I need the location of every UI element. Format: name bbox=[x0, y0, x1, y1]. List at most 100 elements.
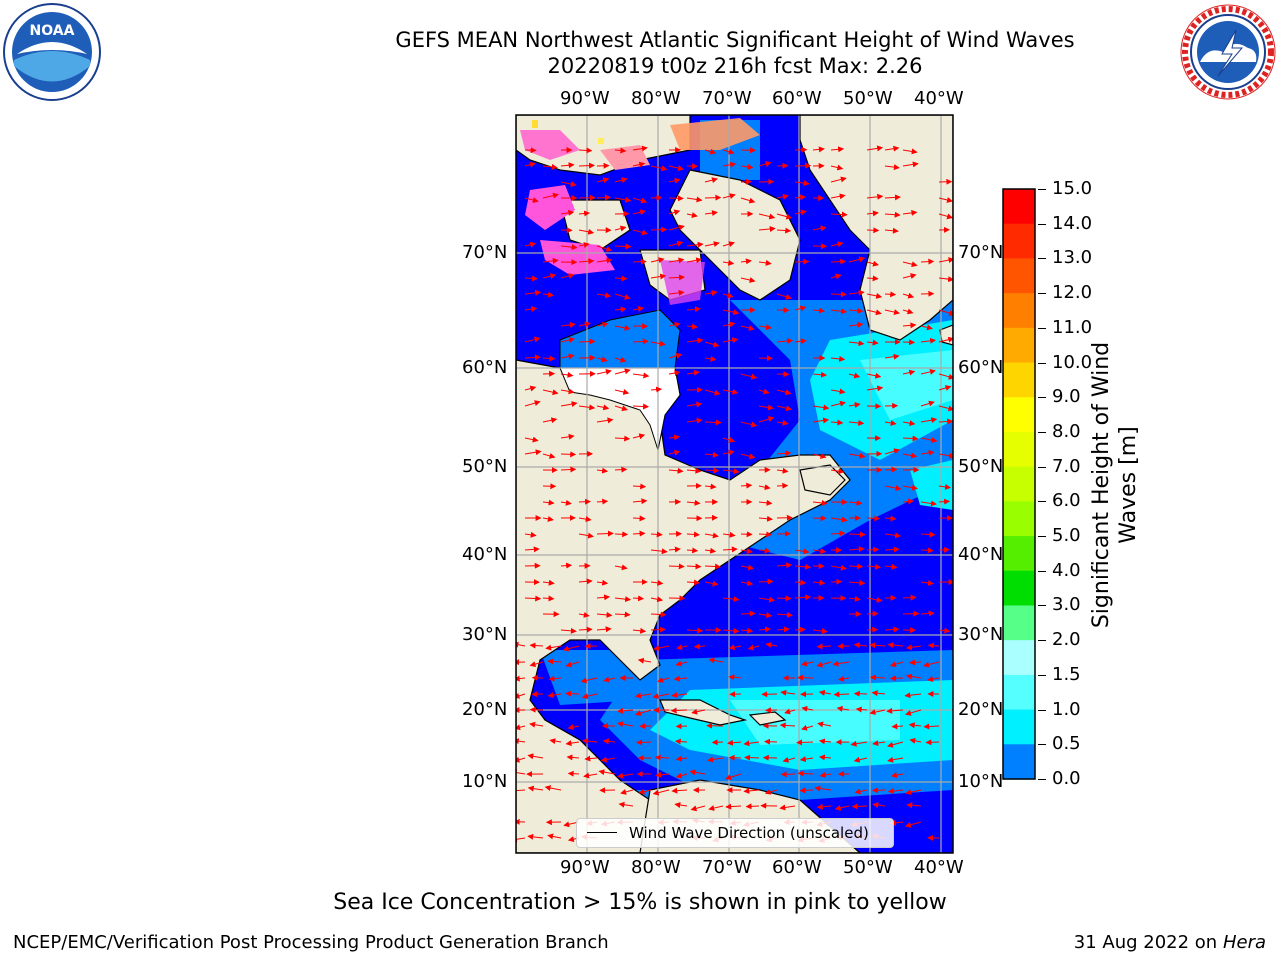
wind-wave-arrow bbox=[727, 739, 742, 746]
wind-wave-arrow bbox=[711, 739, 724, 746]
wind-wave-arrow bbox=[812, 371, 827, 378]
wind-wave-arrow bbox=[704, 547, 717, 554]
wind-wave-arrow bbox=[758, 484, 771, 491]
wind-wave-arrow bbox=[560, 321, 576, 328]
wind-wave-arrow bbox=[728, 644, 742, 651]
wind-wave-arrow bbox=[668, 240, 684, 247]
wind-wave-arrow bbox=[529, 661, 544, 668]
wind-wave-arrow bbox=[848, 531, 866, 538]
colorbar-swatch bbox=[1003, 640, 1035, 676]
colorbar-tick-label: 1.0 bbox=[1052, 698, 1081, 720]
lon-label-bottom: 80°W bbox=[631, 857, 681, 878]
wind-wave-arrow bbox=[650, 611, 667, 618]
wind-wave-arrow bbox=[758, 404, 774, 411]
colorbar-tick-mark bbox=[1038, 327, 1046, 329]
wind-wave-arrow bbox=[542, 389, 559, 396]
wind-wave-arrow bbox=[524, 354, 541, 361]
lat-label-left: 70°N bbox=[462, 242, 508, 263]
wind-wave-arrow bbox=[848, 321, 864, 328]
wind-wave-arrow bbox=[596, 467, 609, 474]
wind-wave-arrow bbox=[866, 292, 883, 299]
wind-wave-arrow bbox=[704, 341, 720, 348]
wind-wave-arrow bbox=[779, 722, 796, 729]
wind-wave-arrow bbox=[794, 194, 807, 201]
colorbar-tick-label: 6.0 bbox=[1052, 490, 1081, 512]
wind-wave-arrow bbox=[614, 596, 632, 603]
wind-wave-arrow bbox=[650, 531, 663, 538]
wind-wave-arrow bbox=[632, 403, 650, 410]
wind-wave-arrow bbox=[578, 516, 592, 523]
wind-wave-arrow bbox=[884, 532, 902, 539]
wind-wave-arrow bbox=[650, 579, 664, 586]
sea-ice-caption: Sea Ice Concentration > 15% is shown in … bbox=[333, 890, 947, 915]
wind-wave-arrow bbox=[887, 756, 904, 763]
wind-wave-arrow bbox=[794, 594, 812, 601]
colorbar-label-line-2: Waves [m] bbox=[1116, 426, 1141, 544]
wind-wave-arrow bbox=[740, 482, 753, 489]
wind-wave-arrow bbox=[830, 468, 845, 475]
footer-date: 31 Aug 2022 on bbox=[1073, 932, 1218, 953]
wind-wave-arrow bbox=[547, 833, 562, 840]
wind-wave-arrow bbox=[776, 227, 792, 234]
wind-wave-arrow bbox=[516, 836, 526, 843]
wind-wave-arrow bbox=[812, 307, 826, 314]
wind-wave-arrow bbox=[796, 739, 814, 746]
colorbar-tick-label: 0.5 bbox=[1052, 733, 1081, 755]
colorbar-swatch bbox=[1003, 466, 1035, 502]
wind-wave-arrow bbox=[743, 740, 760, 747]
wind-wave-arrow bbox=[758, 213, 776, 220]
wind-wave-arrow bbox=[920, 337, 937, 344]
wind-wave-arrow bbox=[758, 416, 775, 423]
wind-wave-arrow bbox=[740, 453, 756, 460]
wind-wave-arrow bbox=[902, 420, 916, 427]
wind-wave-arrow bbox=[830, 146, 845, 153]
wind-wave-arrow bbox=[740, 178, 752, 185]
wind-wave-arrow bbox=[614, 177, 628, 184]
wind-wave-arrow bbox=[704, 580, 719, 587]
wind-wave-arrow bbox=[780, 771, 796, 778]
legend-label: Wind Wave Direction (unscaled) bbox=[629, 824, 869, 842]
wind-wave-arrow bbox=[704, 148, 717, 155]
wind-wave-arrow bbox=[758, 388, 770, 395]
map-area bbox=[516, 115, 953, 853]
wind-wave-arrow bbox=[560, 433, 575, 440]
wind-wave-arrow bbox=[866, 610, 879, 617]
wind-wave-arrow bbox=[740, 277, 756, 283]
wind-wave-arrow bbox=[675, 660, 688, 667]
colorbar-swatch bbox=[1003, 536, 1035, 572]
wind-wave-arrow bbox=[686, 257, 703, 264]
colorbar-swatch bbox=[1003, 431, 1035, 468]
colorbar-tick-mark bbox=[1038, 570, 1046, 572]
wind-wave-arrow bbox=[884, 353, 900, 360]
wind-wave-arrow bbox=[884, 626, 900, 633]
wind-wave-arrow bbox=[776, 482, 789, 489]
wind-wave-arrow bbox=[782, 756, 796, 763]
wind-wave-arrow bbox=[889, 661, 904, 668]
wind-wave-arrow bbox=[636, 739, 652, 746]
wind-wave-arrow bbox=[740, 531, 753, 538]
wind-wave-arrow bbox=[758, 259, 772, 266]
wind-wave-arrow bbox=[632, 209, 647, 216]
wind-wave-arrow bbox=[668, 224, 685, 231]
wind-wave-arrow bbox=[560, 451, 577, 458]
wind-wave-arrow bbox=[764, 738, 778, 745]
wind-wave-arrow bbox=[670, 707, 688, 714]
wind-wave-arrow bbox=[704, 194, 722, 201]
wind-wave-arrow bbox=[776, 338, 794, 344]
wind-wave-arrow bbox=[905, 709, 922, 716]
wind-wave-arrow bbox=[673, 675, 688, 682]
wind-wave-arrow bbox=[632, 627, 647, 634]
graticule bbox=[516, 115, 953, 853]
wind-wave-arrow bbox=[938, 309, 953, 316]
wind-wave-arrow bbox=[668, 177, 681, 184]
wind-wave-arrow bbox=[812, 579, 826, 586]
colorbar-swatch bbox=[1003, 362, 1035, 398]
wind-wave-arrow bbox=[704, 241, 720, 247]
wind-wave-arrow bbox=[668, 563, 685, 570]
wind-wave-arrow bbox=[614, 147, 627, 154]
wind-wave-arrow bbox=[614, 275, 628, 282]
wind-wave-arrow bbox=[853, 756, 868, 763]
wind-wave-arrow bbox=[830, 400, 846, 407]
wind-wave-arrow bbox=[812, 453, 827, 459]
wind-wave-arrow bbox=[905, 673, 922, 680]
